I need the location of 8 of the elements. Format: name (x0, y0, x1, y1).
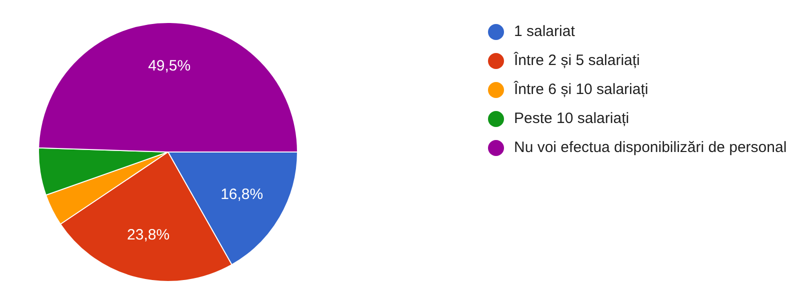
legend-label: Între 2 și 5 salariați (514, 50, 640, 71)
legend-label: Peste 10 salariați (514, 109, 630, 129)
legend-label: Nu voi efectua disponibilizări de personal (514, 138, 787, 158)
data-label: 16,8% (220, 186, 264, 204)
legend-label: 1 salariat (514, 22, 575, 42)
data-label: 49,5% (148, 58, 191, 75)
data-label: 23,8% (127, 226, 170, 244)
legend-label: Între 6 și 10 salariați (514, 80, 648, 100)
